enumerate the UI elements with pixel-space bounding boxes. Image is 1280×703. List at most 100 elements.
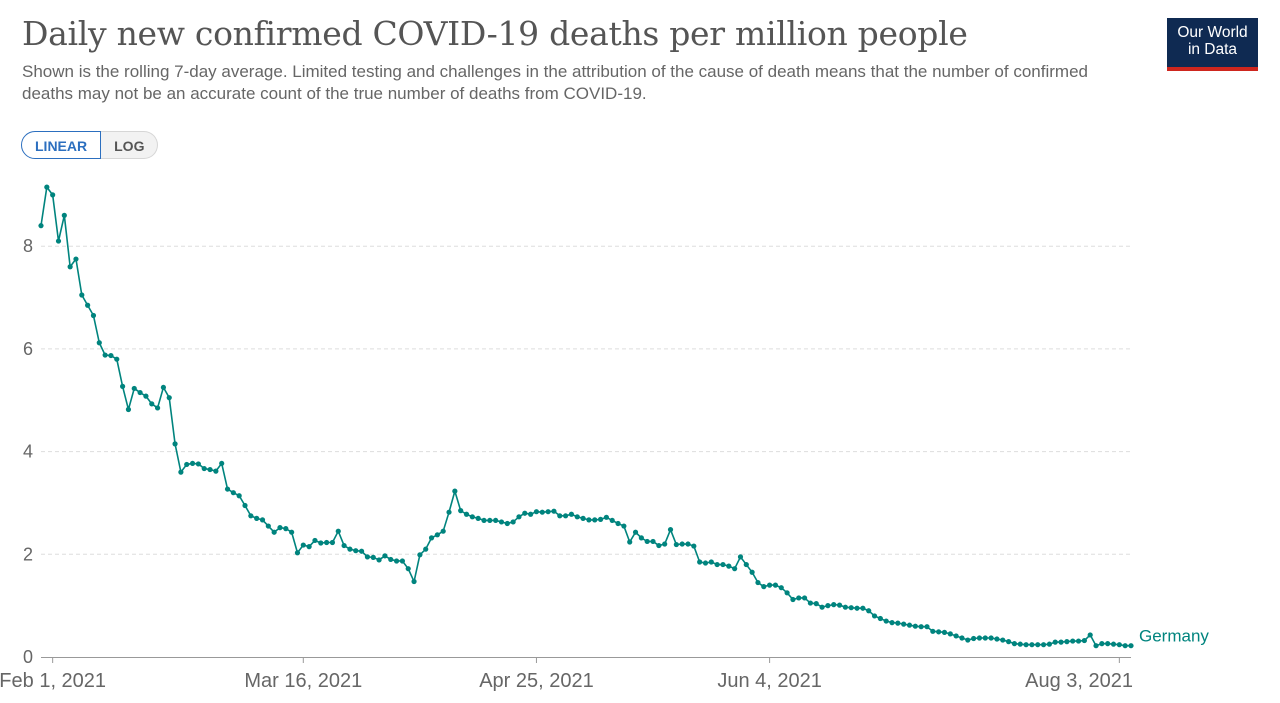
data-point[interactable] [248,513,254,519]
data-point[interactable] [545,509,551,515]
data-point[interactable] [294,550,301,556]
data-point[interactable] [568,511,575,517]
data-point[interactable] [1105,641,1111,647]
data-point[interactable] [1116,642,1122,648]
data-point[interactable] [848,605,854,611]
log-scale-button[interactable]: LOG [101,131,159,159]
data-point[interactable] [458,508,464,514]
data-point[interactable] [971,635,977,642]
data-point[interactable] [90,312,97,319]
data-point[interactable] [1075,638,1082,644]
data-point[interactable] [79,292,85,298]
data-point[interactable] [656,542,662,549]
data-point[interactable] [842,604,848,610]
data-point[interactable] [667,527,674,533]
data-point[interactable] [953,633,959,639]
data-point[interactable] [737,554,744,560]
data-point[interactable] [219,460,225,467]
data-point[interactable] [685,541,691,547]
data-point[interactable] [632,529,639,535]
data-point[interactable] [230,490,236,496]
data-point[interactable] [522,510,528,516]
data-point[interactable] [114,356,120,362]
data-point[interactable] [341,542,347,549]
data-point[interactable] [860,605,866,611]
data-point[interactable] [673,541,679,548]
data-point[interactable] [976,635,983,641]
data-point[interactable] [650,538,656,545]
data-point[interactable] [370,554,376,560]
data-point[interactable] [73,256,79,262]
data-point[interactable] [982,635,988,641]
data-point[interactable] [405,566,411,572]
data-point[interactable] [388,556,394,563]
data-point[interactable] [912,623,918,629]
data-point[interactable] [720,561,726,568]
data-point[interactable] [434,532,440,538]
data-point[interactable] [1099,641,1105,647]
data-point[interactable] [149,401,155,407]
data-point[interactable] [44,184,50,190]
data-point[interactable] [528,511,534,517]
data-point[interactable] [586,517,592,523]
data-point[interactable] [772,582,779,588]
data-point[interactable] [930,628,936,634]
data-point[interactable] [941,629,948,635]
data-point[interactable] [813,601,819,607]
data-point[interactable] [172,441,178,447]
data-point[interactable] [277,525,283,531]
data-point[interactable] [417,552,423,558]
data-point[interactable] [335,528,341,534]
data-point[interactable] [487,517,493,524]
data-point[interactable] [364,554,371,560]
data-point[interactable] [446,509,452,515]
data-point[interactable] [1081,637,1087,644]
data-point[interactable] [778,585,784,591]
series-label-germany[interactable]: Germany [1139,627,1209,646]
data-point[interactable] [312,537,318,544]
data-point[interactable] [988,635,994,641]
data-point[interactable] [347,546,353,552]
data-point[interactable] [213,468,219,474]
data-point[interactable] [353,548,359,554]
data-point[interactable] [265,523,271,529]
data-point[interactable] [801,595,808,601]
data-point[interactable] [825,603,831,609]
data-point[interactable] [947,631,953,637]
data-point[interactable] [1023,642,1029,648]
data-point[interactable] [85,302,91,308]
data-point[interactable] [481,517,487,524]
data-point[interactable] [790,596,796,603]
data-point[interactable] [137,389,143,396]
data-point[interactable] [679,541,685,547]
data-point[interactable] [638,535,644,541]
data-point[interactable] [67,264,73,270]
data-point[interactable] [178,469,184,475]
data-point[interactable] [918,624,924,630]
data-point[interactable] [154,405,161,411]
data-point[interactable] [399,558,405,564]
data-point[interactable] [393,558,400,564]
data-point[interactable] [195,461,201,467]
data-point[interactable] [102,352,108,358]
owid-logo[interactable]: Our World in Data [1167,18,1258,71]
data-point[interactable] [423,546,429,552]
data-point[interactable] [906,622,913,628]
data-point[interactable] [440,528,446,534]
data-point[interactable] [749,569,755,575]
data-point[interactable] [201,465,207,472]
data-point[interactable] [131,385,137,392]
data-point[interactable] [866,608,872,614]
data-point[interactable] [592,517,598,523]
data-point[interactable] [463,511,470,517]
data-point[interactable] [697,559,703,565]
data-point[interactable] [761,584,767,590]
data-point[interactable] [1005,639,1012,645]
data-point[interactable] [708,559,714,565]
data-point[interactable] [883,618,889,624]
data-point[interactable] [411,578,417,585]
data-point[interactable] [621,523,627,529]
data-point[interactable] [1122,643,1128,649]
data-point[interactable] [224,486,231,492]
data-point[interactable] [819,604,825,610]
